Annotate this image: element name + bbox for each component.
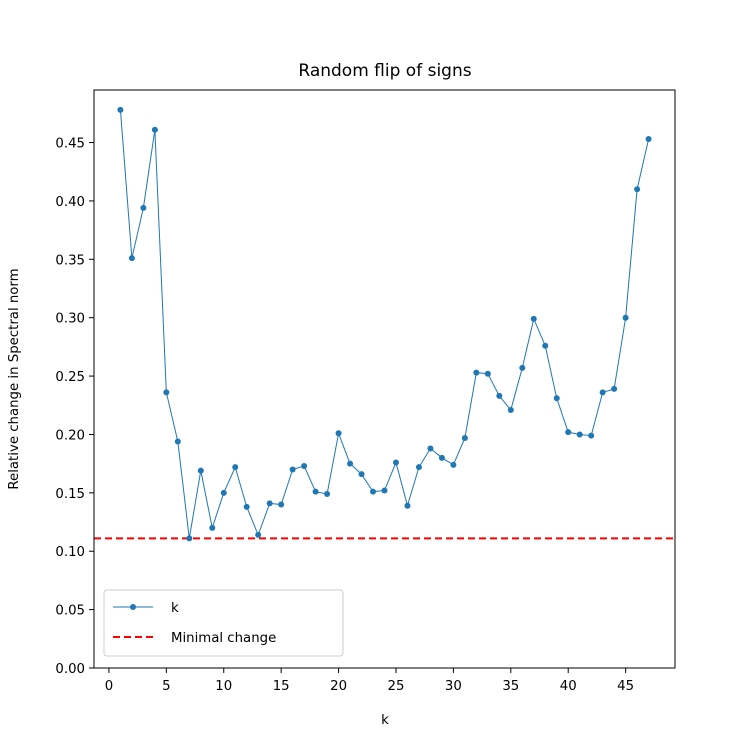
data-point [381, 487, 388, 494]
data-point [347, 460, 354, 467]
axes-frame [93, 89, 676, 669]
legend-box [103, 589, 344, 657]
data-point [427, 445, 434, 452]
data-point [553, 395, 560, 402]
data-point [324, 491, 331, 498]
y-tick-label: 0.35 [55, 253, 85, 268]
y-axis-label: Relative change in Spectral norm [7, 268, 22, 489]
data-point [266, 500, 273, 507]
data-point [289, 466, 296, 473]
data-point [461, 434, 468, 441]
data-point [232, 464, 239, 471]
y-tick-label: 0.20 [55, 428, 85, 443]
x-tick-label: 0 [105, 679, 113, 694]
data-point [484, 370, 491, 377]
data-point [473, 369, 480, 376]
x-tick-label: 30 [445, 679, 462, 694]
data-point [599, 389, 606, 396]
x-tick-label: 40 [560, 679, 577, 694]
y-axis: 0.00 0.05 0.10 0.15 0.20 0.25 0.30 0.35 0.40 0.45 [55, 137, 94, 677]
data-point [634, 186, 641, 193]
data-point [197, 467, 204, 474]
y-tick-label: 0.30 [55, 312, 85, 327]
data-point [358, 471, 365, 478]
y-tick-label: 0.25 [55, 370, 85, 385]
plot-area [93, 89, 676, 669]
x-tick-label: 25 [388, 679, 405, 694]
data-point [507, 406, 514, 413]
data-point [530, 315, 537, 322]
data-point [588, 432, 595, 439]
data-point [496, 392, 503, 399]
data-point [519, 364, 526, 371]
x-tick-label: 10 [215, 679, 232, 694]
data-point [404, 502, 411, 509]
data-point [565, 429, 572, 436]
data-point [370, 488, 377, 495]
x-axis-label: k [381, 713, 389, 728]
data-point [186, 535, 193, 542]
y-tick-label: 0.05 [55, 604, 85, 619]
data-point [243, 503, 250, 510]
x-tick-label: 5 [162, 679, 170, 694]
chart-title: Random flip of signs [298, 61, 471, 81]
data-point [438, 454, 445, 461]
y-tick-label: 0.45 [55, 137, 85, 152]
data-point [128, 255, 135, 262]
data-point [140, 204, 147, 211]
x-tick-label: 20 [330, 679, 347, 694]
data-point [450, 461, 457, 468]
data-point [645, 136, 652, 143]
data-point [278, 501, 285, 508]
data-point [255, 531, 262, 538]
data-point [301, 462, 308, 469]
data-point [163, 389, 170, 396]
y-tick-label: 0.40 [55, 195, 85, 210]
data-point [392, 459, 399, 466]
data-point [576, 431, 583, 438]
data-point [622, 314, 629, 321]
data-point [220, 489, 227, 496]
series-line [119, 109, 650, 539]
data-point [117, 106, 124, 113]
legend-label-minimal: Minimal change [171, 631, 276, 646]
x-tick-label: 35 [502, 679, 519, 694]
data-point [335, 430, 342, 437]
legend: k Minimal change [103, 589, 344, 657]
legend-label-series: k [171, 601, 179, 616]
y-tick-label: 0.15 [55, 487, 85, 502]
data-point [415, 464, 422, 471]
data-point [542, 342, 549, 349]
x-tick-label: 45 [617, 679, 634, 694]
x-tick-label: 15 [273, 679, 290, 694]
legend-series-marker [130, 604, 136, 610]
data-point [611, 385, 618, 392]
data-point [312, 488, 319, 495]
y-tick-label: 0.00 [55, 662, 85, 677]
data-point [151, 126, 158, 133]
data-point [209, 524, 216, 531]
y-tick-label: 0.10 [55, 545, 85, 560]
x-axis: 0 5 10 15 20 25 30 35 40 45 [105, 668, 634, 694]
data-point [174, 438, 181, 445]
